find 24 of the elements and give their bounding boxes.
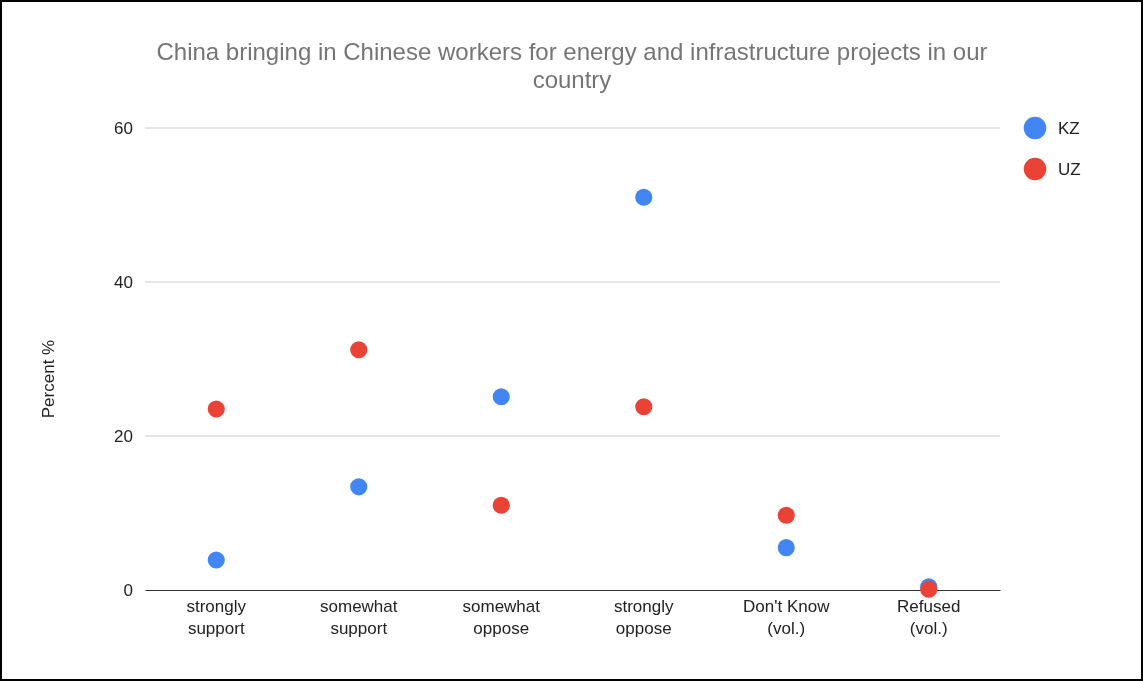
point [777,539,795,557]
point [777,506,795,524]
point [207,551,225,569]
point [492,388,510,406]
x-tick-label: Refused (vol.) [897,597,961,639]
x-tick-label: Don't Know (vol.) [743,597,831,639]
x-tick-label: strongly oppose [613,597,675,639]
y-tick-label: 60 [114,118,133,138]
x-tick-label: somewhat support [320,597,398,639]
point [635,188,653,206]
point [207,400,225,418]
x-tick-label: strongly support [186,597,247,639]
y-tick-label: 0 [123,580,133,600]
chart-title: China bringing in Chinese workers for energy and infrastructure projects in our country [156,38,988,93]
y-axis-title: Percent % [39,339,58,419]
x-tick-label: somewhat oppose [462,597,541,639]
point [635,398,653,416]
point [492,496,510,514]
y-tick-label: 40 [114,272,133,292]
point [350,341,368,359]
legend-label: KZ [1058,119,1080,138]
y-tick-label: 20 [114,426,133,446]
point [350,478,368,496]
legend-label: UZ [1058,160,1081,179]
